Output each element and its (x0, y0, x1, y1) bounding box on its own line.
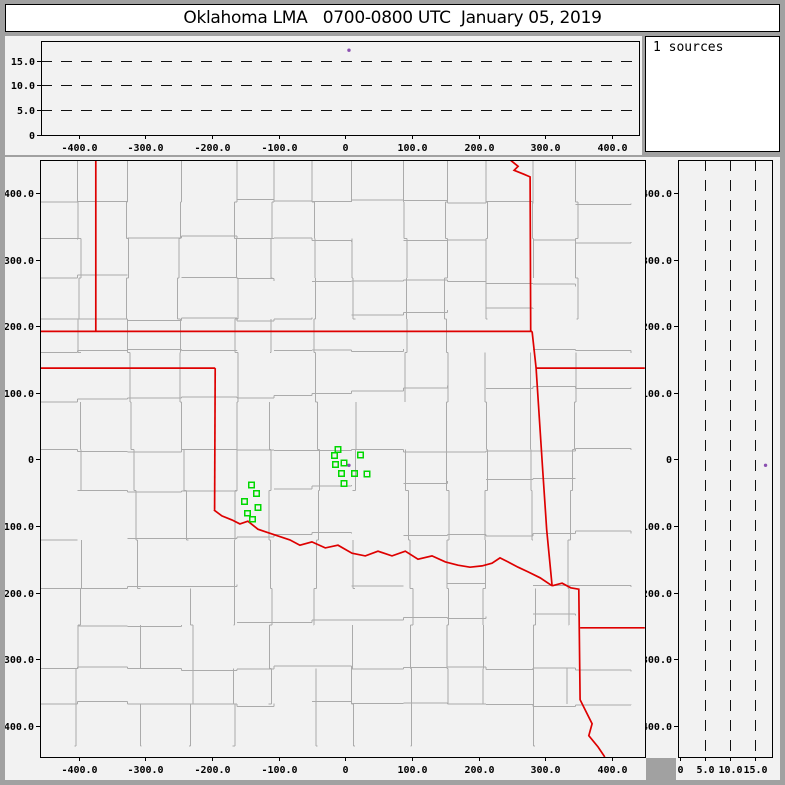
station-marker (340, 480, 348, 488)
y-tick-label: 400.0 (5, 189, 34, 200)
station-marker (243, 509, 251, 517)
ew-x-axis: -400.0 -300.0 -200.0 -100.0 0 100.0 200.0 300.0… (61, 757, 628, 776)
county-lines (40, 160, 632, 747)
x-tick-label: 5.0 (696, 765, 714, 776)
sources-count-panel: 1 sources (645, 36, 780, 152)
station-marker (363, 470, 371, 478)
altitude-x-axis: 0 5.0 10.0 15.0 (677, 757, 768, 776)
station-marker (340, 459, 348, 467)
altitude-ns-panel[interactable]: 400.0 300.0 200.0 100.0 0 -100.0 -200.0 -300.0 -… (646, 157, 780, 780)
map-plot-area[interactable] (40, 160, 645, 757)
x-tick-label: 100.0 (397, 765, 427, 776)
state-border-kansas_missouri_border (510, 160, 532, 332)
state-border-oklahoma_arkansas_border (531, 331, 553, 586)
y-tick-label: -300.0 (646, 655, 672, 666)
x-tick-label: -200.0 (194, 765, 230, 776)
y-tick-label: 200.0 (5, 322, 34, 333)
y-tick-label: -400.0 (5, 722, 34, 733)
station-marker (253, 490, 261, 498)
y-tick-label: -100.0 (5, 522, 34, 533)
x-tick-label: 200.0 (464, 143, 494, 154)
station-marker (356, 451, 364, 459)
y-tick-label: 5.0 (17, 106, 35, 117)
vhf-source-point (347, 463, 351, 467)
state-borders (40, 160, 645, 757)
station-marker (241, 497, 249, 505)
y-tick-label: 300.0 (5, 256, 34, 267)
x-tick-label: 300.0 (530, 765, 560, 776)
y-tick-label: 10.0 (11, 81, 35, 92)
y-tick-label: -200.0 (5, 589, 34, 600)
map-layers (40, 160, 645, 757)
plan-view-map-panel[interactable]: 400.0300.0200.0100.00-100.0-200.0-300.0-… (5, 157, 646, 780)
y-tick-label: 15.0 (11, 57, 35, 68)
ns-y-axis: 400.0 300.0 200.0 100.0 0 -100.0 -200.0 -300.0 -… (646, 189, 678, 733)
y-tick-label: -300.0 (5, 655, 34, 666)
altitude-ew-panel[interactable]: 0 5.0 10.0 15.0 -400.0 -300.0 -200.0 -100.0 0 100… (5, 36, 642, 155)
x-tick-label: 300.0 (530, 143, 560, 154)
y-tick-label: -400.0 (646, 722, 672, 733)
x-tick-label: 0 (342, 143, 348, 154)
y-tick-label: 200.0 (646, 322, 672, 333)
station-markers (241, 445, 371, 523)
window-title: Oklahoma LMA 0700-0800 UTC January 05, 2… (183, 8, 602, 28)
x-tick-label: 10.0 (718, 765, 742, 776)
x-tick-label: -400.0 (61, 765, 97, 776)
corner-filler (646, 758, 676, 780)
x-tick-label: -200.0 (194, 143, 230, 154)
y-tick-label: 0 (28, 455, 34, 466)
y-tick-label: 100.0 (646, 389, 672, 400)
ns-y-axis: 400.0 300.0 200.0 100.0 0 -100.0 -200.0 -300.0 -… (5, 189, 40, 733)
y-tick-label: 300.0 (646, 256, 672, 267)
altitude-y-axis: 0 5.0 10.0 15.0 (11, 57, 41, 142)
sources-count-label: 1 sources (653, 40, 724, 55)
x-tick-label: 100.0 (397, 143, 427, 154)
station-marker (331, 451, 339, 459)
ew-x-axis: -400.0 -300.0 -200.0 -100.0 0 100.0 200.0 300.0… (61, 135, 628, 154)
state-border-arkansas_texas_louisiana_border (551, 582, 606, 757)
y-tick-label: 0 (666, 455, 672, 466)
x-tick-label: -300.0 (127, 143, 163, 154)
vhf-source-point (347, 48, 351, 52)
x-tick-label: 15.0 (743, 765, 767, 776)
title-bar: Oklahoma LMA 0700-0800 UTC January 05, 2… (5, 4, 780, 32)
x-tick-label: 0 (342, 765, 348, 776)
x-tick-label: 400.0 (597, 765, 627, 776)
x-tick-label: -400.0 (61, 143, 97, 154)
station-marker (350, 470, 358, 478)
map-plot-border (40, 160, 646, 758)
station-marker (247, 481, 255, 489)
station-marker (337, 470, 345, 478)
x-tick-label: 200.0 (464, 765, 494, 776)
station-marker (254, 503, 262, 511)
altitude-ns-plot-border (678, 160, 773, 758)
y-tick-label: 100.0 (5, 389, 34, 400)
x-tick-label: -100.0 (261, 143, 297, 154)
x-tick-label: -100.0 (261, 765, 297, 776)
station-marker (331, 461, 339, 469)
x-tick-label: -300.0 (127, 765, 163, 776)
altitude-ew-plot-area[interactable] (41, 41, 639, 135)
x-tick-label: 0 (677, 765, 683, 776)
state-border-texas_100W_border (213, 368, 217, 510)
altitude-ns-plot-area[interactable] (678, 160, 772, 757)
y-tick-label: -100.0 (646, 522, 672, 533)
state-border-red_river_ok_tx_border (213, 509, 553, 587)
y-tick-label: 0 (29, 131, 35, 142)
y-tick-label: -200.0 (646, 589, 672, 600)
vhf-source-point (763, 463, 768, 467)
station-marker (249, 515, 257, 523)
y-tick-label: 400.0 (646, 189, 672, 200)
altitude-ew-plot-border (41, 41, 640, 136)
x-tick-label: 400.0 (597, 143, 627, 154)
